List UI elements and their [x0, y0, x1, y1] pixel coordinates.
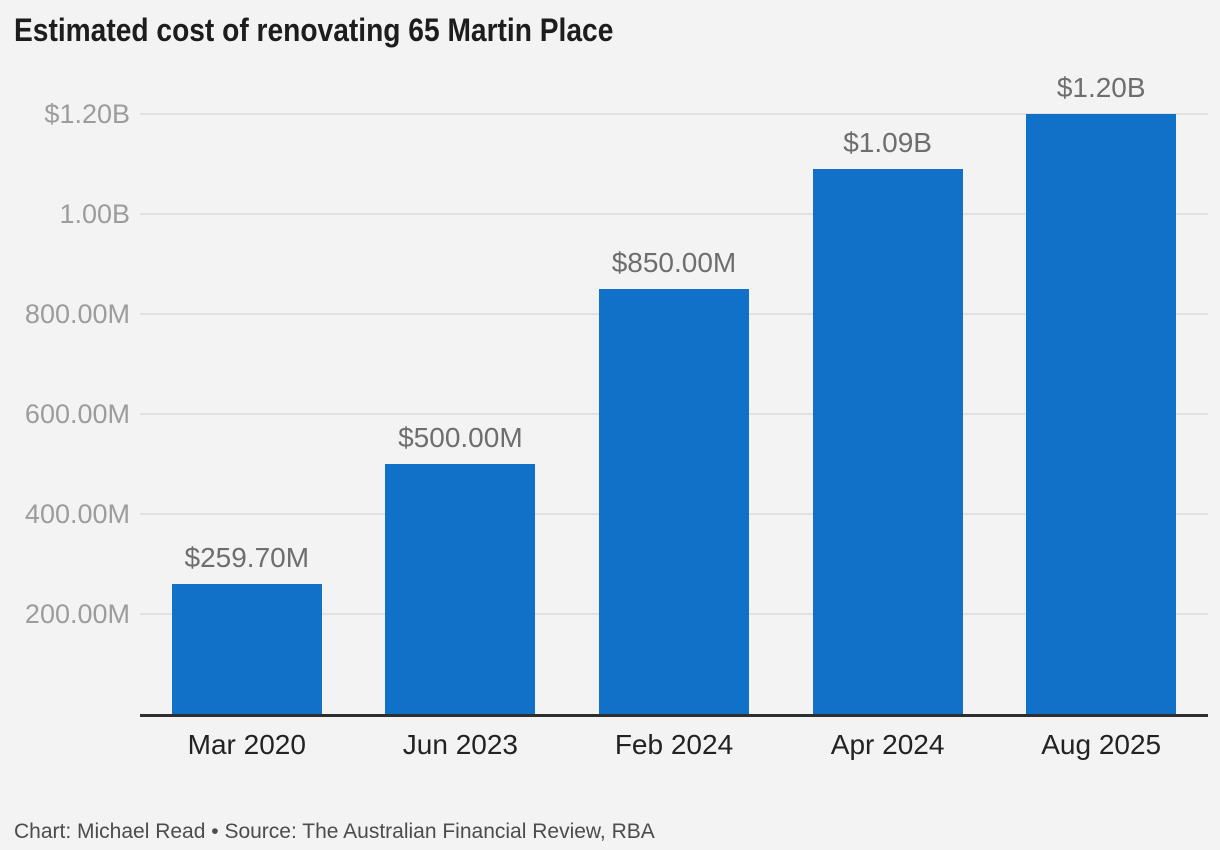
- y-axis-tick-label: 400.00M: [24, 499, 130, 529]
- x-category-label: Mar 2020: [187, 729, 306, 760]
- gridline: [140, 213, 1208, 215]
- x-category-label: Apr 2024: [830, 729, 945, 760]
- y-axis-tick-label: $1.20B: [44, 99, 130, 129]
- bar-value-label: $259.70M: [184, 542, 310, 574]
- x-category-label: Feb 2024: [614, 729, 734, 760]
- x-category-label: Aug 2025: [1041, 729, 1162, 760]
- bar: [599, 289, 749, 714]
- bar: [1026, 114, 1177, 714]
- bar-value-label: $500.00M: [398, 422, 523, 453]
- chart-title-text: Estimated cost of renovating 65 Martin P…: [14, 12, 614, 48]
- y-axis-tick-label: 1.00B: [59, 199, 130, 229]
- x-category-label: Jun 2023: [402, 729, 518, 760]
- bar: [812, 169, 963, 714]
- x-axis-line: [140, 714, 1208, 717]
- bar: [171, 584, 322, 714]
- chart-title: Estimated cost of renovating 65 Martin P…: [14, 12, 695, 48]
- bar-value-label: $850.00M: [611, 247, 737, 278]
- y-axis-tick-label: 600.00M: [24, 399, 130, 429]
- bar: [385, 464, 536, 714]
- gridline: [140, 113, 1208, 115]
- chart-footer-credit: Chart: Michael Read • Source: The Austra…: [14, 820, 655, 843]
- y-axis-tick-label: 200.00M: [24, 599, 130, 629]
- y-axis-tick-label: 800.00M: [24, 299, 130, 329]
- bar-value-label: $1.20B: [1056, 72, 1146, 103]
- bar-value-label: $1.09B: [843, 127, 932, 158]
